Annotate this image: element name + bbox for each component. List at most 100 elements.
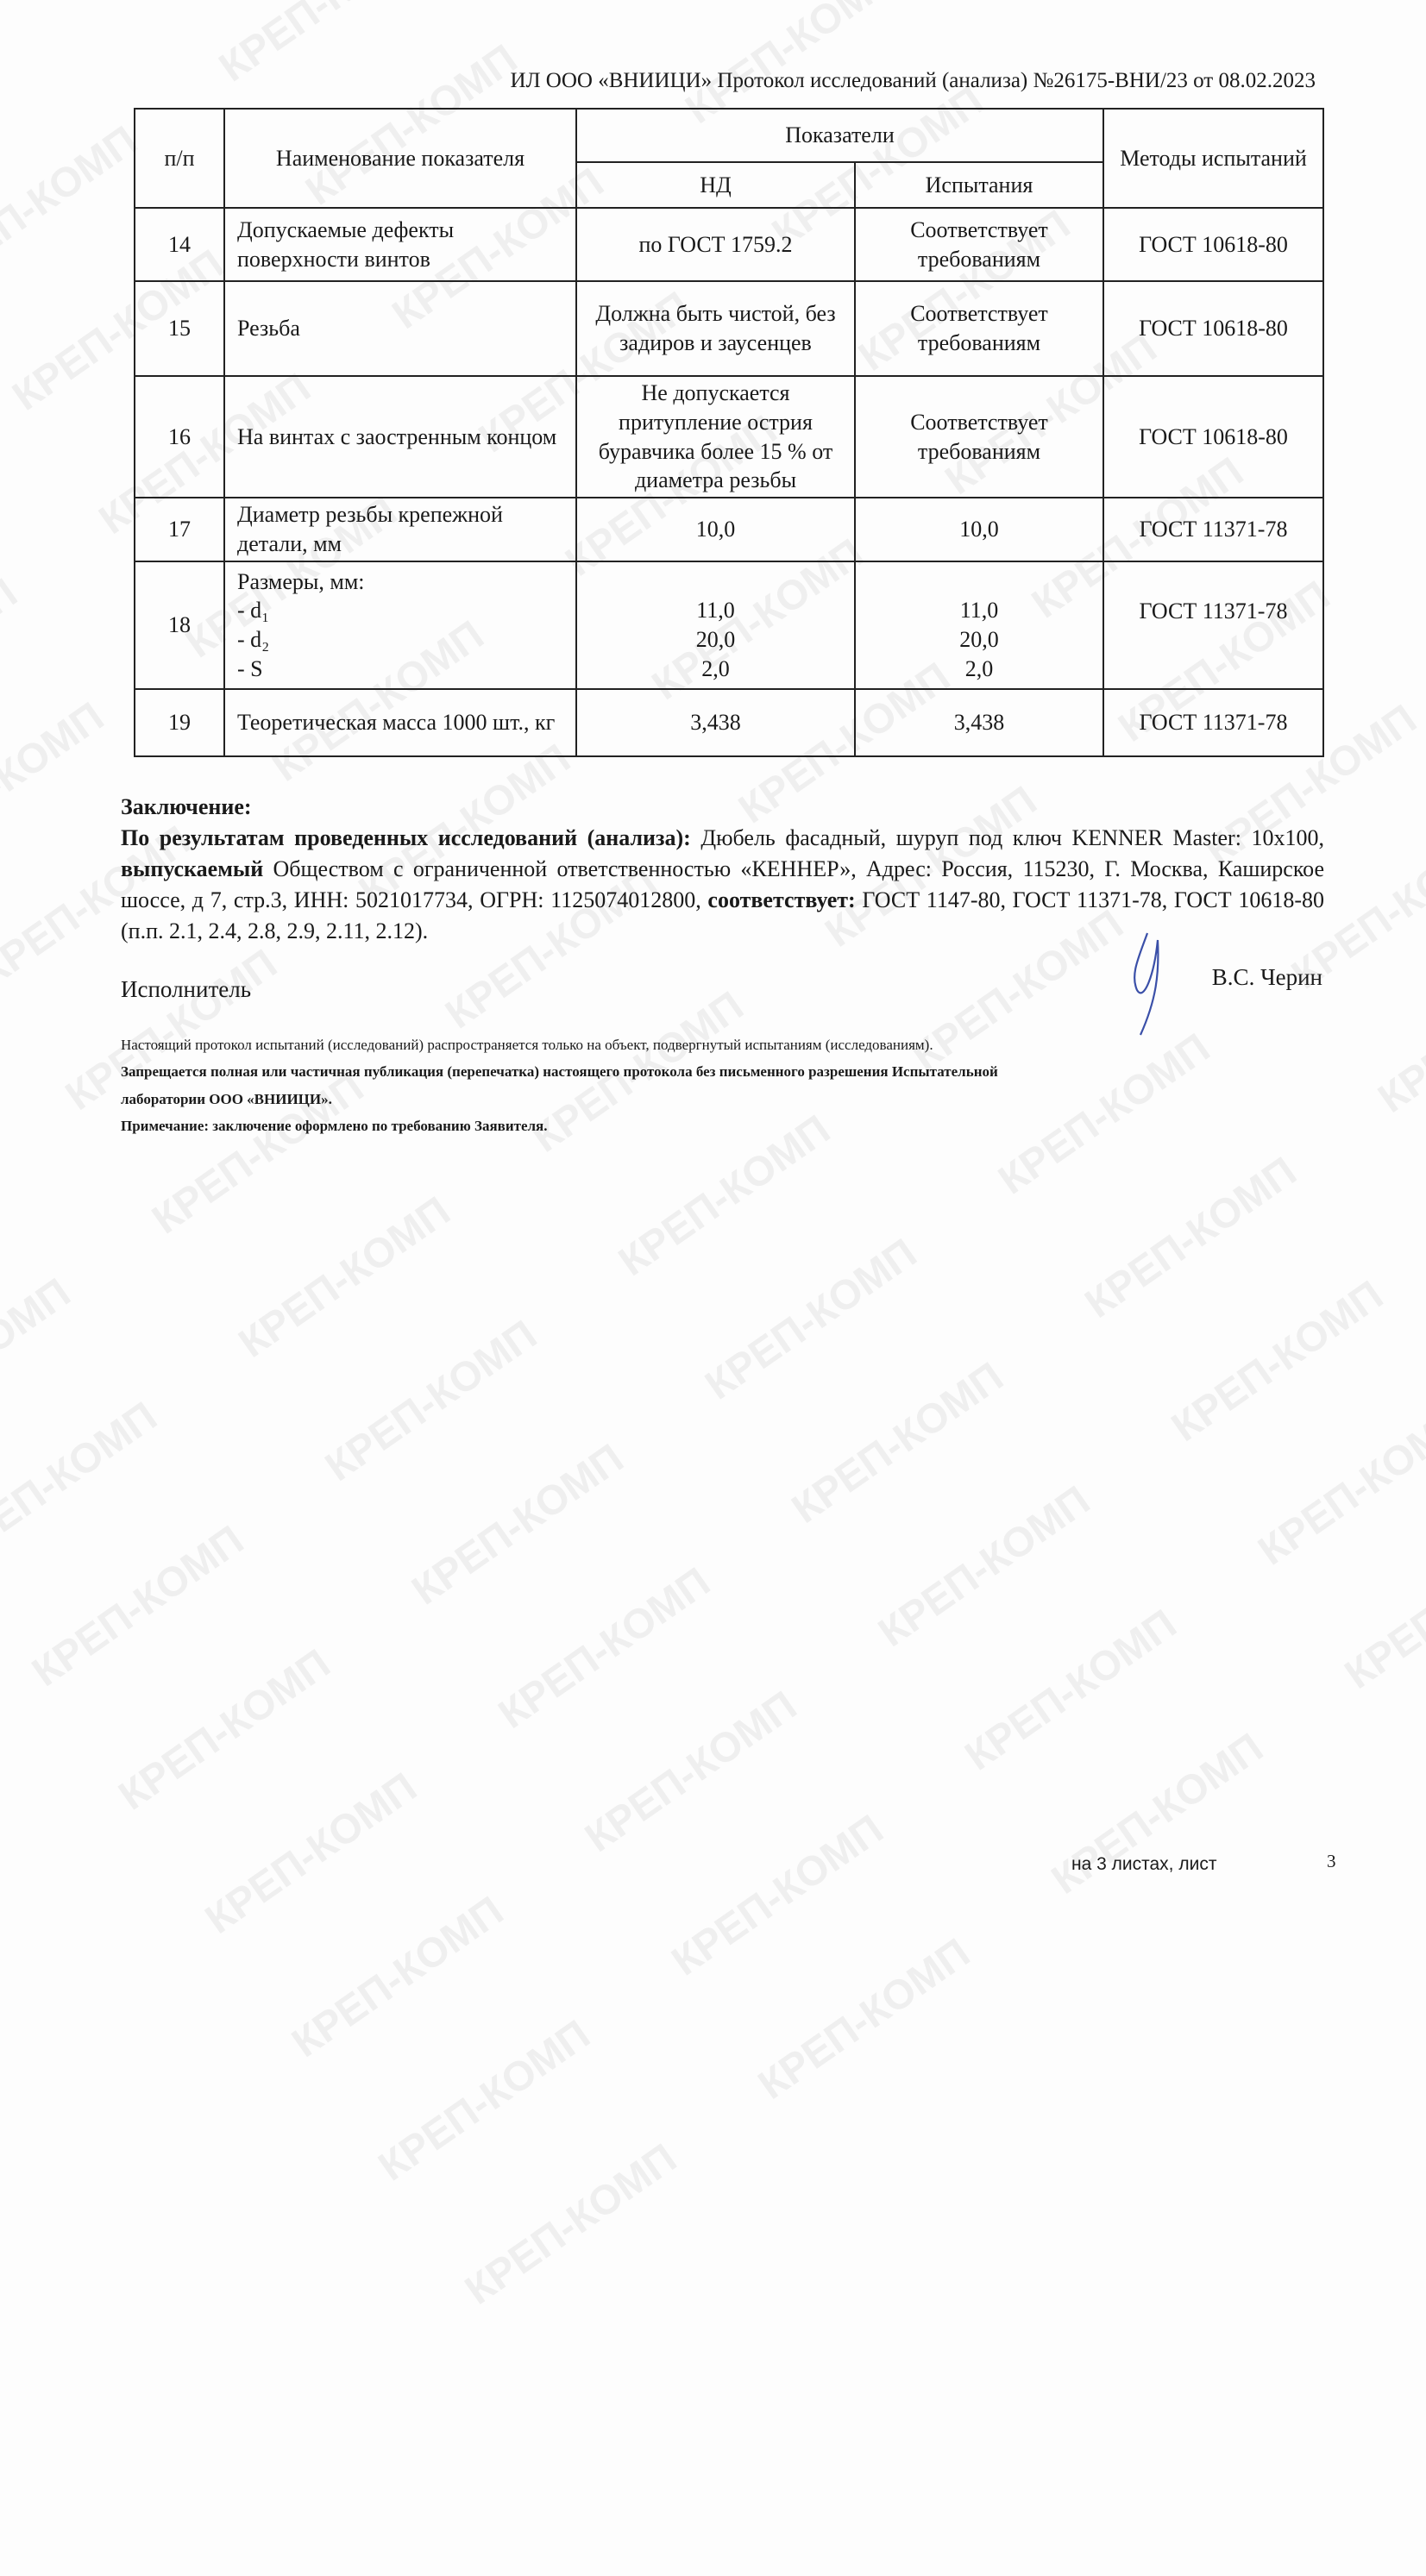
watermark-text: КРЕП-КОМП: [591, 0, 820, 9]
row-method: ГОСТ 10618-80: [1102, 374, 1324, 499]
note: Примечание: заключение оформлено по треб…: [121, 1118, 548, 1135]
row-method: ГОСТ 11371-78: [1102, 497, 1324, 563]
document-header: ИЛ ООО «ВНИИЦИ» Протокол исследований (а…: [510, 69, 1316, 92]
note: Запрещается полная или частичная публика…: [121, 1063, 998, 1081]
conclusion-text: По результатам проведенных исследований …: [121, 823, 1324, 947]
row-name-sub: - d₁: [237, 598, 270, 624]
watermark-text: КРЕП-КОМП: [0, 1269, 79, 1449]
conclusion-lead: По результатам проведенных исследований …: [121, 824, 691, 850]
row-name: На винтах с заостренным концом: [223, 374, 577, 499]
watermark-text: КРЕП-КОМП: [317, 1312, 545, 1491]
executor-name: В.С. Черин: [1211, 964, 1322, 990]
watermark-text: КРЕП-КОМП: [110, 1640, 339, 1820]
watermark-text: КРЕП-КОМП: [990, 1025, 1219, 1204]
watermark-text: КРЕП-КОМП: [697, 1230, 926, 1409]
conclusion-bold: соответствует:: [707, 887, 856, 912]
row-num: 18: [134, 561, 225, 691]
row-nd: Должна быть чистой, без задиров и заусен…: [575, 280, 856, 377]
executor-label: Исполнитель: [121, 976, 252, 1002]
row-method: ГОСТ 10618-80: [1102, 207, 1324, 282]
watermark-text: КРЕП-КОМП: [284, 1888, 512, 2067]
watermark-text: КРЕП-КОМП: [0, 693, 113, 873]
row-test: Соответствует требованиям: [854, 207, 1104, 282]
row-name: Диаметр резьбы крепежной детали, мм: [223, 497, 577, 563]
note: лаборатории ООО «ВНИИЦИ».: [121, 1090, 332, 1107]
watermark-text: КРЕП-КОМП: [870, 1477, 1098, 1657]
watermark-text: КРЕП-КОМП: [230, 1188, 459, 1367]
watermark-text: КРЕП-КОМП: [1043, 1725, 1272, 1903]
row-test: 3,438: [854, 688, 1104, 758]
watermark-text: КРЕП-КОМП: [490, 1558, 719, 1738]
watermark-text: КРЕП-КОМП: [1370, 943, 1426, 1122]
row-nd: 10,0: [575, 497, 856, 563]
table-row: 17 Диаметр резьбы крепежной детали, мм 1…: [134, 497, 1324, 563]
sheet-count: на 3 листах, лист: [1071, 1854, 1217, 1874]
row-nd: 11,0 20,0 2,0: [575, 561, 856, 691]
test-value: 2,0: [964, 656, 994, 682]
row-test: Соответствует требованиям: [854, 374, 1104, 499]
watermark-text: КРЕП-КОМП: [210, 0, 439, 91]
row-nd: Не допускается притупление острия буравч…: [575, 374, 856, 499]
row-name: Теоретическая масса 1000 шт., кг: [223, 688, 577, 758]
watermark-text: КРЕП-КОМП: [404, 1435, 632, 1614]
table-row: 14 Допускаемые дефекты поверхности винто…: [134, 207, 1324, 282]
table-row: 16 На винтах с заостренным концом Не доп…: [134, 374, 1324, 499]
col-header-test: Испытания: [854, 161, 1104, 209]
row-num: 14: [134, 207, 225, 282]
test-value: 11,0: [959, 598, 999, 624]
conclusion-part: Обществом с ограниченной ответственность…: [121, 856, 1324, 912]
col-header-name: Наименование показателя: [223, 108, 577, 209]
watermark-text: КРЕП-КОМП: [0, 117, 146, 297]
col-header-method: Методы испытаний: [1102, 108, 1324, 209]
conclusion: Заключение: По результатам проведенных и…: [121, 792, 1324, 946]
row-name-title: Размеры, мм:: [237, 568, 365, 594]
watermark-text: КРЕП-КОМП: [1336, 1520, 1426, 1698]
table-row: 15 Резьба Должна быть чистой, без задиро…: [134, 280, 1324, 377]
row-method: ГОСТ 11371-78: [1102, 688, 1324, 758]
row-name-sub: - S: [237, 655, 263, 681]
row-num: 17: [134, 497, 225, 563]
watermark-text: КРЕП-КОМП: [750, 1930, 978, 2109]
row-nd: 3,438: [575, 688, 856, 758]
watermark-text: КРЕП-КОМП: [457, 2135, 685, 2314]
conclusion-bold: выпускаемый: [121, 856, 264, 881]
watermark-text: КРЕП-КОМП: [0, 570, 26, 749]
nd-value: 2,0: [701, 656, 730, 682]
nd-value: 11,0: [696, 598, 735, 624]
row-num: 16: [134, 374, 225, 499]
row-name-sub: - d₂: [237, 627, 270, 653]
watermark-text: КРЕП-КОМП: [783, 1353, 1012, 1532]
table-row: 19 Теоретическая масса 1000 шт., кг 3,43…: [134, 688, 1324, 758]
row-test: 11,0 20,0 2,0: [854, 561, 1104, 691]
table-row: 18 Размеры, мм: - d₁ - d₂ - S 11,0 20,0 …: [134, 561, 1324, 691]
col-header-group: Показатели: [575, 108, 1104, 163]
watermark-text: КРЕП-КОМП: [0, 1393, 166, 1572]
watermark-text: КРЕП-КОМП: [1164, 1272, 1391, 1451]
watermark-text: КРЕП-КОМП: [370, 2011, 599, 2191]
page-number: 3: [1327, 1851, 1336, 1871]
row-test: Соответствует требованиям: [854, 280, 1104, 377]
row-nd: по ГОСТ 1759.2: [575, 207, 856, 282]
row-method: ГОСТ 11371-78: [1102, 561, 1324, 691]
watermark-text: КРЕП-КОМП: [577, 1683, 806, 1862]
conclusion-part: Дюбель фасадный, шуруп под ключ KENNER M…: [690, 824, 1324, 850]
notes: Настоящий протокол испытаний (исследован…: [121, 1031, 998, 1140]
row-num: 15: [134, 280, 225, 377]
col-header-num: п/п: [134, 108, 225, 209]
conclusion-part: ГОСТ 1147-80, ГОСТ 11371-78, ГОСТ 10618-…: [121, 887, 1324, 943]
results-table: п/п Наименование показателя Показатели М…: [134, 108, 1324, 758]
test-value: 20,0: [959, 627, 999, 653]
col-header-nd: НД: [575, 161, 856, 209]
row-method: ГОСТ 10618-80: [1102, 280, 1324, 377]
row-name: Размеры, мм: - d₁ - d₂ - S: [223, 561, 577, 691]
watermark-text: КРЕП-КОМП: [197, 1764, 425, 1943]
watermark-text: КРЕП-КОМП: [663, 1806, 892, 1985]
watermark-text: КРЕП-КОМП: [1250, 1395, 1426, 1575]
watermark-text: КРЕП-КОМП: [957, 1601, 1185, 1780]
row-num: 19: [134, 688, 225, 758]
watermark-text: КРЕП-КОМП: [24, 1517, 252, 1696]
nd-value: 20,0: [695, 627, 736, 653]
note: Настоящий протокол испытаний (исследован…: [121, 1037, 933, 1053]
row-name: Резьба: [223, 280, 577, 377]
conclusion-title: Заключение:: [121, 794, 252, 819]
